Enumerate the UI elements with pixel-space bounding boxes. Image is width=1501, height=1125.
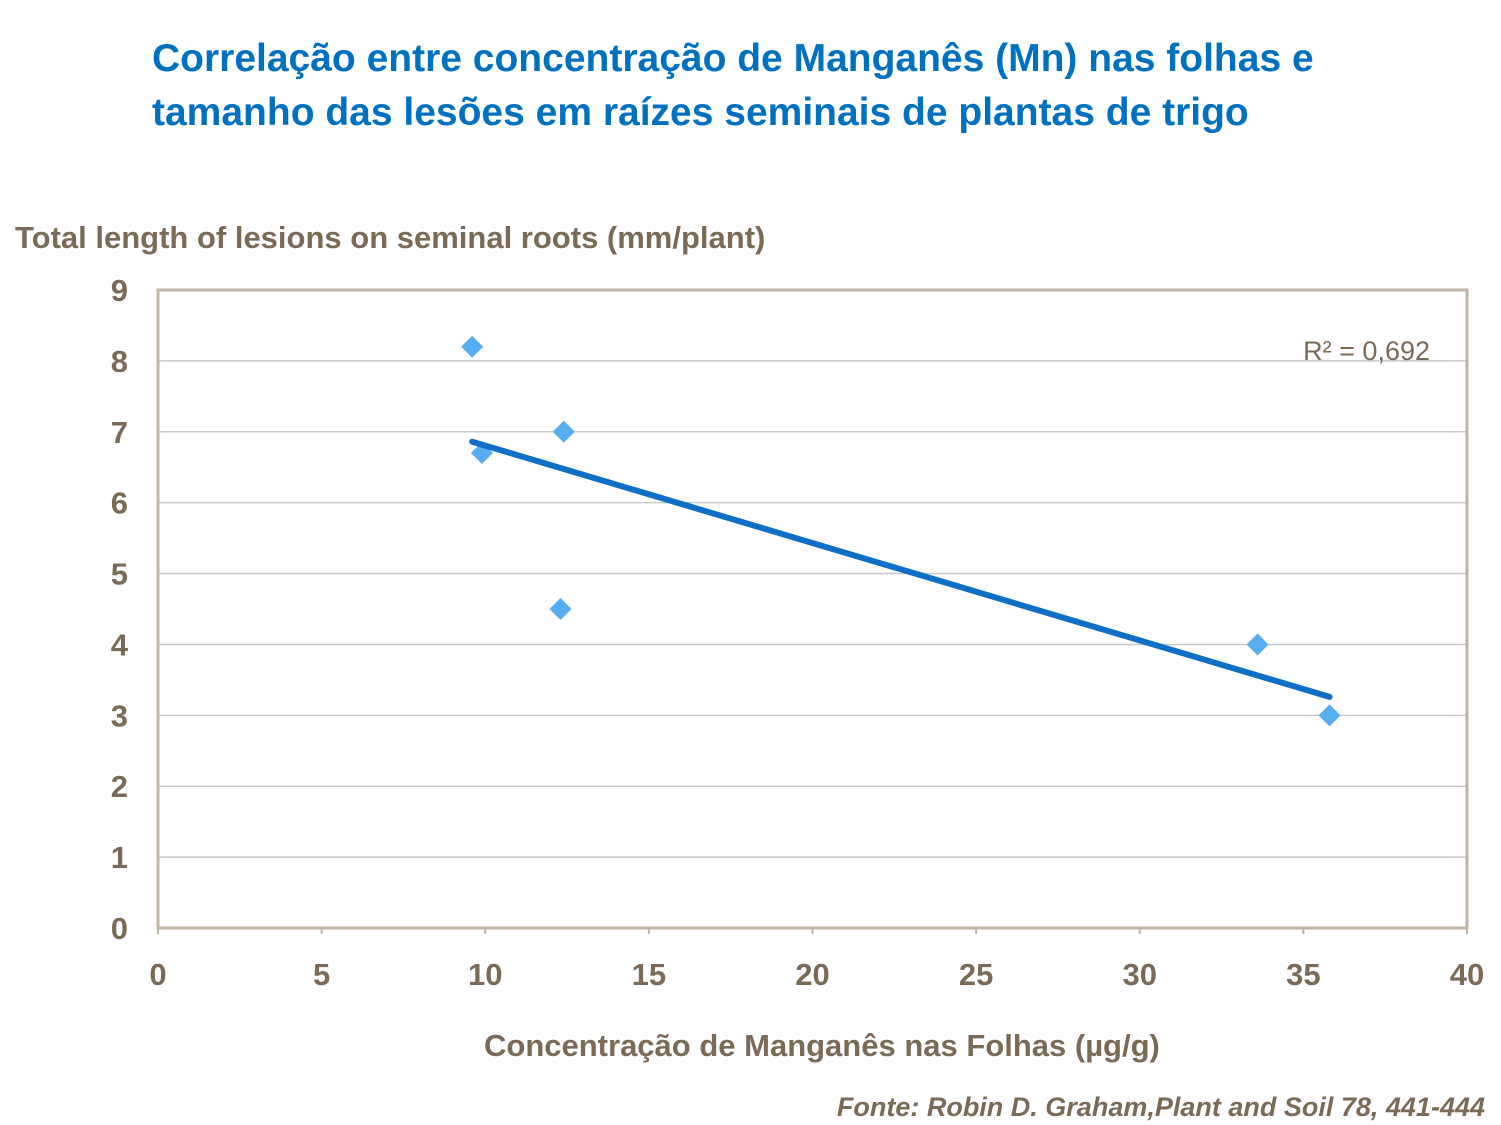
x-tick-label: 5 [313,957,330,992]
point [1318,704,1341,727]
x-tick-label: 40 [1450,957,1484,992]
y-tick-label: 2 [111,769,128,804]
y-tick-label: 4 [111,627,129,662]
y-tick-label: 8 [111,344,128,379]
point [461,335,484,358]
x-tick-label: 15 [632,957,666,992]
y-tick-label: 7 [111,415,128,450]
point [552,420,575,443]
y-tick-label: 9 [111,273,128,308]
point [549,598,572,620]
y-axis-label: Total length of lesions on seminal roots… [15,220,766,255]
x-tick-label: 30 [1123,957,1157,992]
x-tick-label: 35 [1286,957,1320,992]
annotation: R² = 0,692 [1303,336,1430,366]
x-tick-label: 25 [959,957,993,992]
y-tick-label: 0 [111,911,128,946]
trendline [469,438,1333,700]
y-tick-label: 3 [111,698,128,733]
y-tick-label: 5 [111,557,128,592]
x-tick-label: 20 [795,957,829,992]
x-tick-label: 10 [468,957,502,992]
y-tick-label: 1 [111,840,128,875]
x-tick-label: 0 [149,957,166,992]
plot-border [156,288,1469,930]
y-tick-label: 6 [111,486,128,521]
x-axis-label: Concentração de Manganês nas Folhas (µg/… [484,1028,1160,1063]
point [1246,633,1269,656]
chart-title: Correlação entre concentração de Manganê… [152,37,1314,134]
source: Fonte: Robin D. Graham,Plant and Soil 78… [836,1092,1485,1122]
